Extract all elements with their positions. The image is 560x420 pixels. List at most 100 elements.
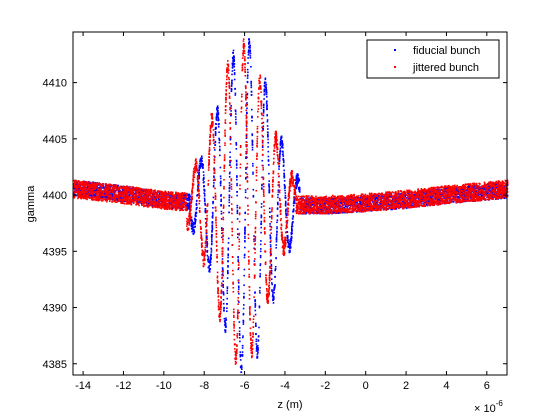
fiducial-point xyxy=(229,137,232,140)
fiducial-point xyxy=(378,194,380,197)
fiducial-point xyxy=(232,64,234,66)
fiducial-point xyxy=(186,197,189,200)
fiducial-point xyxy=(198,177,200,180)
fiducial-point xyxy=(242,336,244,339)
fiducial-point xyxy=(261,159,264,162)
fiducial-point xyxy=(275,235,278,237)
fiducial-point xyxy=(265,87,267,90)
fiducial-point xyxy=(187,203,189,205)
fiducial-point xyxy=(224,329,226,331)
fiducial-point xyxy=(454,188,456,190)
fiducial-point xyxy=(266,106,268,109)
fiducial-point xyxy=(257,349,260,351)
fiducial-point xyxy=(216,107,218,109)
fiducial-point xyxy=(277,196,279,199)
fiducial-point xyxy=(228,196,231,199)
fiducial-point xyxy=(261,176,263,179)
fiducial-point xyxy=(242,319,245,322)
fiducial-point xyxy=(211,227,214,229)
fiducial-point xyxy=(227,260,229,262)
fiducial-point xyxy=(214,131,217,134)
fiducial-point xyxy=(289,240,291,243)
fiducial-point xyxy=(319,204,322,206)
fiducial-point xyxy=(218,137,220,140)
fiducial-point xyxy=(285,214,288,217)
fiducial-point xyxy=(155,198,158,200)
fiducial-point xyxy=(194,219,197,222)
fiducial-point xyxy=(238,292,240,295)
fiducial-point xyxy=(212,179,215,182)
fiducial-point xyxy=(275,239,278,241)
fiducial-point xyxy=(417,194,420,196)
fiducial-point xyxy=(290,241,292,244)
fiducial-point xyxy=(417,197,419,200)
fiducial-point xyxy=(227,249,230,251)
fiducial-point xyxy=(285,209,287,212)
fiducial-point xyxy=(268,164,270,166)
fiducial-point xyxy=(386,197,388,199)
fiducial-point xyxy=(473,185,475,188)
fiducial-point xyxy=(243,297,245,299)
fiducial-point xyxy=(256,353,259,355)
fiducial-point xyxy=(198,171,200,174)
fiducial-point xyxy=(202,181,205,184)
fiducial-point xyxy=(354,208,357,211)
fiducial-point xyxy=(203,185,205,187)
fiducial-point xyxy=(225,317,227,319)
fiducial-point xyxy=(277,184,280,186)
fiducial-point xyxy=(220,210,223,213)
fiducial-point xyxy=(279,155,281,157)
fiducial-point xyxy=(132,186,135,189)
fiducial-point xyxy=(228,172,231,175)
fiducial-point xyxy=(254,299,256,301)
fiducial-point xyxy=(229,138,232,141)
fiducial-point xyxy=(278,165,280,167)
fiducial-point xyxy=(276,227,278,230)
fiducial-point xyxy=(496,186,499,188)
fiducial-point xyxy=(238,321,241,323)
fiducial-point xyxy=(296,183,298,186)
fiducial-point xyxy=(109,185,112,188)
fiducial-point xyxy=(422,191,424,193)
fiducial-point xyxy=(238,333,241,335)
fiducial-point xyxy=(192,226,194,228)
fiducial-point xyxy=(203,200,206,202)
fiducial-point xyxy=(470,196,472,198)
fiducial-point xyxy=(183,193,185,196)
fiducial-point xyxy=(188,202,191,205)
fiducial-point xyxy=(234,94,237,96)
fiducial-point xyxy=(491,191,493,193)
fiducial-point xyxy=(283,183,286,186)
fiducial-point xyxy=(282,165,285,167)
fiducial-point xyxy=(258,290,261,292)
fiducial-point xyxy=(279,149,282,151)
fiducial-point xyxy=(344,205,347,208)
fiducial-point xyxy=(396,200,398,202)
fiducial-point xyxy=(327,212,330,215)
fiducial-point xyxy=(239,351,242,353)
fiducial-point xyxy=(212,200,214,203)
fiducial-point xyxy=(204,203,206,206)
fiducial-point xyxy=(261,187,263,189)
fiducial-point xyxy=(140,197,143,200)
fiducial-point xyxy=(209,260,212,263)
fiducial-point xyxy=(257,335,260,338)
fiducial-point xyxy=(120,196,123,199)
fiducial-point xyxy=(222,286,224,288)
fiducial-point xyxy=(223,320,226,323)
fiducial-point xyxy=(203,189,206,191)
fiducial-point xyxy=(395,207,398,210)
fiducial-point xyxy=(474,190,477,193)
fiducial-point xyxy=(191,224,194,226)
fiducial-point xyxy=(310,204,312,207)
fiducial-point xyxy=(227,272,229,275)
fiducial-point xyxy=(239,354,242,357)
fiducial-point xyxy=(252,165,254,167)
fiducial-point xyxy=(269,216,271,218)
fiducial-point xyxy=(175,197,177,199)
fiducial-point xyxy=(110,192,113,194)
fiducial-point xyxy=(242,321,245,324)
fiducial-point xyxy=(250,94,253,96)
fiducial-point xyxy=(227,256,229,259)
fiducial-point xyxy=(252,171,254,174)
